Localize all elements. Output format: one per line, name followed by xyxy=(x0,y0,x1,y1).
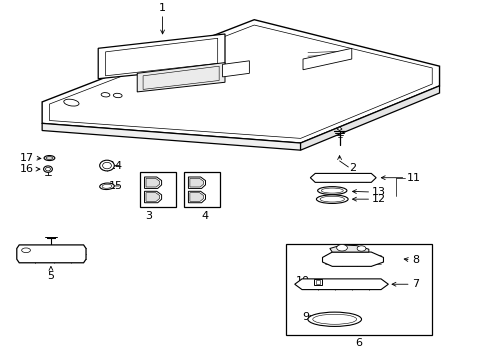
Bar xyxy=(314,279,321,285)
Ellipse shape xyxy=(316,195,347,203)
Ellipse shape xyxy=(43,166,52,172)
Bar xyxy=(285,244,431,335)
Polygon shape xyxy=(188,177,205,188)
Polygon shape xyxy=(144,191,161,203)
Polygon shape xyxy=(146,193,159,201)
Bar xyxy=(183,172,220,207)
Text: 15: 15 xyxy=(108,181,122,191)
Text: 10: 10 xyxy=(295,276,309,286)
Text: 5: 5 xyxy=(47,271,54,281)
Text: 12: 12 xyxy=(371,194,386,204)
Polygon shape xyxy=(42,20,439,143)
Text: 17: 17 xyxy=(20,153,34,163)
Polygon shape xyxy=(189,179,203,187)
Ellipse shape xyxy=(317,186,346,194)
Text: 14: 14 xyxy=(108,161,122,171)
Polygon shape xyxy=(310,174,375,183)
Bar xyxy=(315,280,320,284)
Polygon shape xyxy=(336,127,341,131)
Ellipse shape xyxy=(336,244,346,251)
Ellipse shape xyxy=(356,246,365,251)
Text: 6: 6 xyxy=(355,338,362,348)
Text: 3: 3 xyxy=(145,211,152,221)
Ellipse shape xyxy=(44,156,55,161)
Polygon shape xyxy=(294,279,387,289)
Text: 16: 16 xyxy=(20,164,34,174)
Polygon shape xyxy=(188,191,205,203)
Text: 11: 11 xyxy=(406,173,420,183)
Polygon shape xyxy=(300,86,439,150)
Polygon shape xyxy=(303,48,351,70)
Polygon shape xyxy=(329,245,368,252)
Polygon shape xyxy=(17,245,86,263)
Ellipse shape xyxy=(307,312,361,327)
Polygon shape xyxy=(144,177,161,188)
Text: 8: 8 xyxy=(411,255,418,265)
Polygon shape xyxy=(42,123,300,150)
Polygon shape xyxy=(137,63,224,92)
Ellipse shape xyxy=(63,99,79,106)
Text: 2: 2 xyxy=(348,163,356,173)
Bar xyxy=(140,172,176,207)
Ellipse shape xyxy=(100,183,114,189)
Text: 13: 13 xyxy=(371,187,386,197)
Text: 1: 1 xyxy=(159,3,166,13)
Polygon shape xyxy=(146,179,159,187)
Polygon shape xyxy=(222,61,249,77)
Text: 9: 9 xyxy=(302,312,309,323)
Text: 4: 4 xyxy=(201,211,208,221)
Polygon shape xyxy=(322,252,383,266)
Polygon shape xyxy=(189,193,203,201)
Ellipse shape xyxy=(100,160,114,171)
Text: 7: 7 xyxy=(411,279,418,289)
Polygon shape xyxy=(98,34,224,79)
